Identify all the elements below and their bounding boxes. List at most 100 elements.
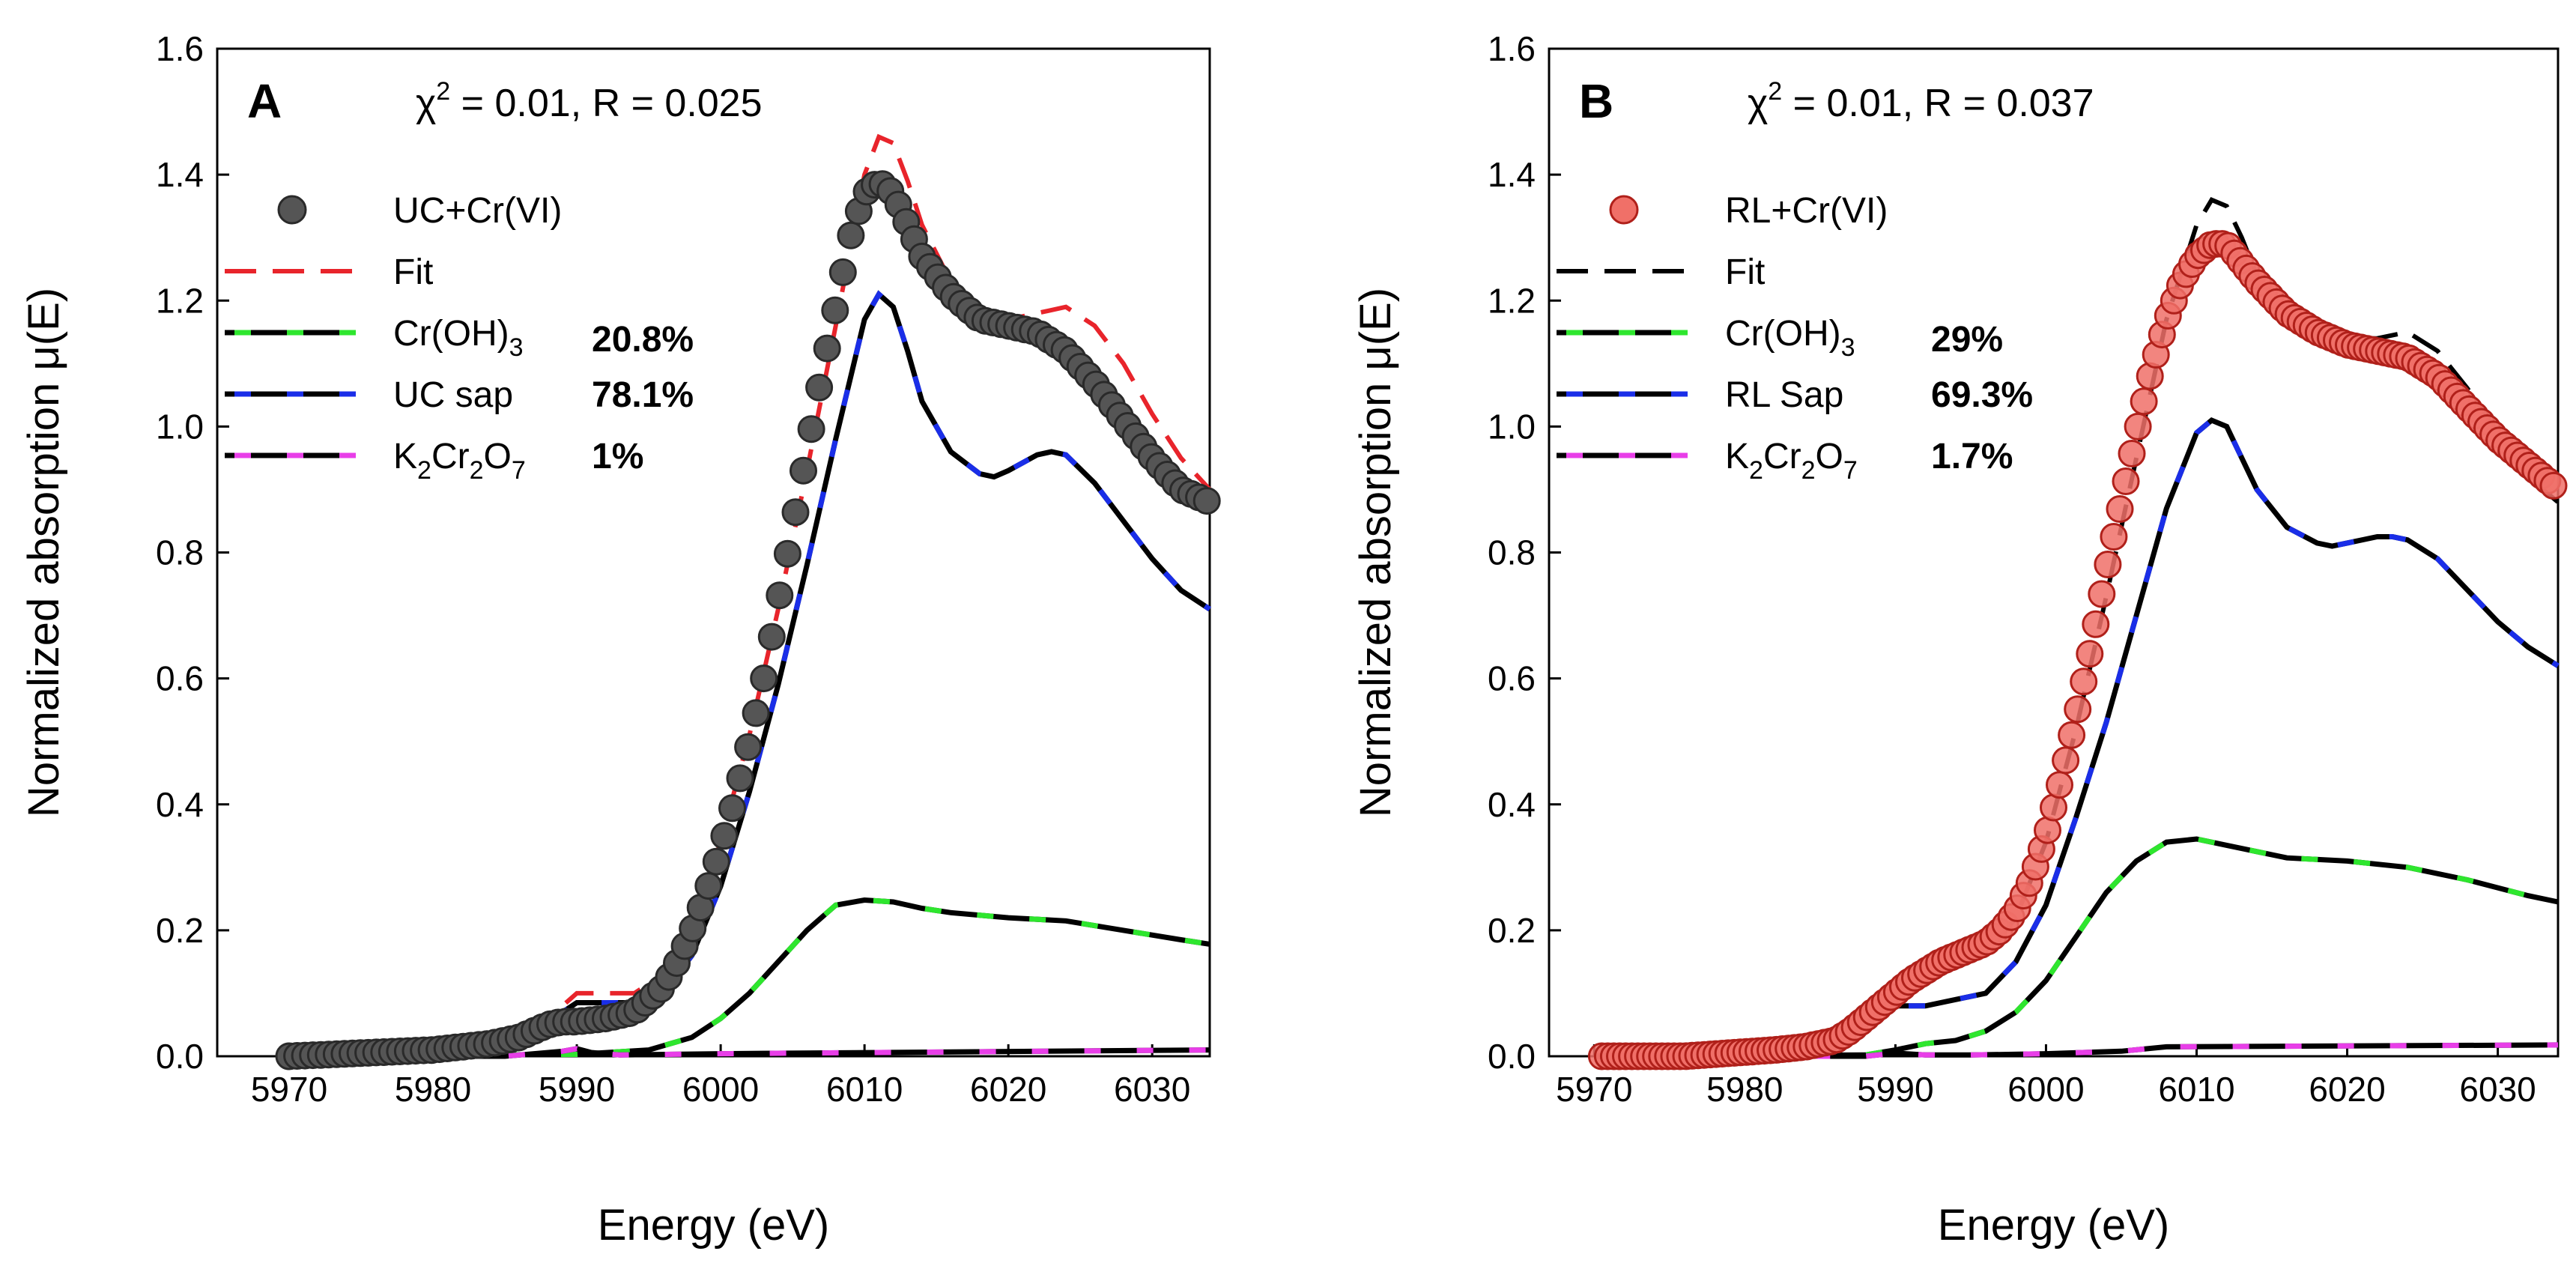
- data-point: [2076, 640, 2104, 668]
- series-line-dash: [1594, 1042, 2559, 1059]
- data-point: [702, 847, 730, 876]
- legend-percentage: 20.8%: [592, 320, 694, 360]
- x-tick-label: 6030: [2459, 1070, 2536, 1109]
- data-point: [2070, 667, 2098, 696]
- series-k2cr2o7: [1594, 1042, 2559, 1059]
- y-tick-label: 0.8: [1488, 533, 1536, 572]
- panel-b: 0.0 0.2 0.4 0.6 0.8 1.0 1.2 1.4 1.6 5970 5980 5990 6…: [1351, 29, 2568, 1250]
- data-point: [821, 296, 849, 324]
- series-fit-line: [1594, 197, 2560, 1058]
- y-tick-label: 0.8: [156, 533, 204, 572]
- plot-frame: [1548, 47, 2560, 1058]
- data-point: [742, 699, 770, 727]
- legend-item-sap: UC sap 78.1%: [225, 375, 694, 415]
- data-point: [2088, 580, 2116, 608]
- x-tick-label: 6010: [826, 1070, 903, 1109]
- legend-percentage: 1%: [592, 437, 643, 476]
- data-point: [2130, 387, 2158, 416]
- x-tick-label: 5970: [1556, 1070, 1632, 1109]
- legend-item-data: UC+Cr(VI): [277, 191, 562, 231]
- data-point: [2124, 412, 2152, 440]
- y-tick-label: 1.2: [1488, 281, 1536, 320]
- x-tick-label: 6030: [1114, 1070, 1190, 1109]
- data-point: [2082, 610, 2110, 638]
- legend: RL+Cr(VI) Fit Cr(OH)3 29% RL Sap 69.3% K2Cr2O7…: [1557, 191, 2033, 485]
- y-tick-label: 1.4: [1488, 155, 1536, 194]
- legend-percentage: 1.7%: [1931, 437, 2013, 476]
- data-point: [2112, 467, 2140, 495]
- legend-label: K2Cr2O7: [1725, 437, 1858, 485]
- data-point: [750, 664, 778, 693]
- series-cr_oh3: [288, 897, 1210, 1059]
- y-tick-label: 0.0: [1488, 1037, 1536, 1076]
- panel-letter: B: [1579, 74, 1613, 128]
- x-axis-title: Energy (eV): [598, 1201, 829, 1250]
- series-line-dash: [289, 1046, 1210, 1059]
- y-axis-title: Normalized absorption μ(E): [1351, 288, 1400, 817]
- data-point: [2100, 523, 2128, 551]
- y-tick-label: 0.4: [156, 785, 204, 824]
- legend-marker: [1609, 195, 1639, 225]
- data-point: [781, 498, 810, 527]
- legend: UC+Cr(VI) Fit Cr(OH)3 20.8% UC sap 78.1% K2Cr2…: [225, 191, 694, 485]
- series-sap: [288, 290, 1211, 1059]
- legend-item-fit: Fit: [225, 252, 433, 292]
- data-point: [2040, 793, 2067, 822]
- legend-item-k2cr2o7: K2Cr2O7 1.7%: [1557, 437, 2013, 485]
- x-tick-label: 6000: [2007, 1070, 2084, 1109]
- data-point: [2539, 471, 2568, 500]
- data-point: [757, 623, 786, 651]
- y-tick-label: 0.2: [1488, 911, 1536, 950]
- series-cr_oh3: [1594, 836, 2559, 1059]
- legend-label: UC+Cr(VI): [393, 191, 562, 231]
- legend-percentage: 69.3%: [1931, 375, 2033, 415]
- data-point: [2094, 551, 2122, 578]
- data-point: [2064, 695, 2092, 724]
- x-tick-label: 6000: [682, 1070, 759, 1109]
- data-point: [710, 822, 739, 850]
- y-tick-label: 0.6: [1488, 659, 1536, 698]
- data-point: [805, 373, 834, 402]
- data-point: [2052, 746, 2080, 775]
- x-tick-label: 5990: [1857, 1070, 1933, 1109]
- legend-label: RL+Cr(VI): [1725, 191, 1888, 231]
- series-data-points: [1587, 230, 2568, 1070]
- x-tick-label: 6020: [2309, 1070, 2385, 1109]
- series-sap: [1594, 417, 2560, 1059]
- data-point: [766, 581, 794, 610]
- panel-letter: A: [247, 74, 282, 128]
- series-k2cr2o7: [289, 1046, 1210, 1059]
- y-tick-label: 1.6: [1488, 29, 1536, 68]
- y-tick-label: 1.4: [156, 155, 204, 194]
- data-point: [718, 794, 746, 823]
- series-line-dash: [288, 290, 1211, 1059]
- legend-label: RL Sap: [1725, 375, 1843, 415]
- legend-item-k2cr2o7: K2Cr2O7 1%: [225, 437, 643, 485]
- y-tick-label: 1.0: [1488, 407, 1536, 446]
- y-tick-label: 1.6: [156, 29, 204, 68]
- legend-item-fit: Fit: [1557, 252, 1765, 292]
- data-point: [790, 456, 817, 485]
- y-tick-label: 1.2: [156, 281, 204, 320]
- legend-label: Cr(OH)3: [1725, 314, 1855, 362]
- series-fit-line: [288, 133, 1212, 1058]
- legend-label: Fit: [393, 252, 433, 292]
- y-tick-label: 0.2: [156, 911, 204, 950]
- legend-item-sap: RL Sap 69.3%: [1557, 375, 2033, 415]
- x-tick-label: 6010: [2158, 1070, 2234, 1109]
- legend-label: K2Cr2O7: [393, 437, 526, 485]
- x-tick-label: 6020: [970, 1070, 1046, 1109]
- data-point: [2058, 721, 2086, 749]
- y-axis-title: Normalized absorption μ(E): [19, 288, 68, 817]
- data-point: [2106, 495, 2134, 523]
- series-line: [288, 897, 1210, 1059]
- legend-label: UC sap: [393, 375, 513, 415]
- legend-percentage: 78.1%: [592, 375, 694, 415]
- data-point: [813, 334, 841, 363]
- legend-item-data: RL+Cr(VI): [1609, 191, 1888, 231]
- x-axis-title: Energy (eV): [1938, 1201, 2169, 1250]
- y-tick-label: 0.6: [156, 659, 204, 698]
- legend-label: Fit: [1725, 252, 1765, 292]
- data-point: [734, 733, 763, 761]
